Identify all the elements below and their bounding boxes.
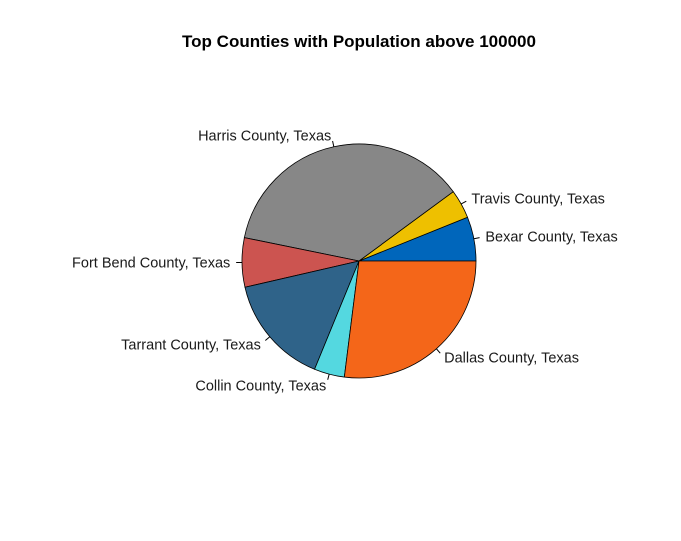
leader-line-tarrant-county-texas [265,336,271,341]
leader-line-collin-county-texas [327,374,330,380]
pie-slice-tarrant-county-texas [244,260,360,370]
pie-labels: Bexar County, Texas Travis County, Texas H… [72,128,618,394]
pie-label-harris-county-texas: Harris County, Texas [198,128,331,144]
pie-slice-dallas-county-texas [343,260,477,379]
pie-label-travis-county-texas: Travis County, Texas [471,191,605,207]
pie-label-collin-county-texas: Collin County, Texas [195,378,326,394]
pie-slice-harris-county-texas [243,143,454,262]
leader-line-harris-county-texas [332,140,335,147]
leader-line-dallas-county-texas [435,348,441,354]
pie-label-tarrant-county-texas: Tarrant County, Texas [121,337,261,353]
pie-label-bexar-county-texas: Bexar County, Texas [485,229,617,245]
leader-line-bexar-county-texas [473,237,480,240]
pie-slices [241,143,477,379]
leader-line-travis-county-texas [460,200,467,205]
pie-label-dallas-county-texas: Dallas County, Texas [444,351,579,367]
pie-label-fort-bend-county-texas: Fort Bend County, Texas [72,256,230,272]
chart-title: Top Counties with Population above 10000… [182,32,536,51]
